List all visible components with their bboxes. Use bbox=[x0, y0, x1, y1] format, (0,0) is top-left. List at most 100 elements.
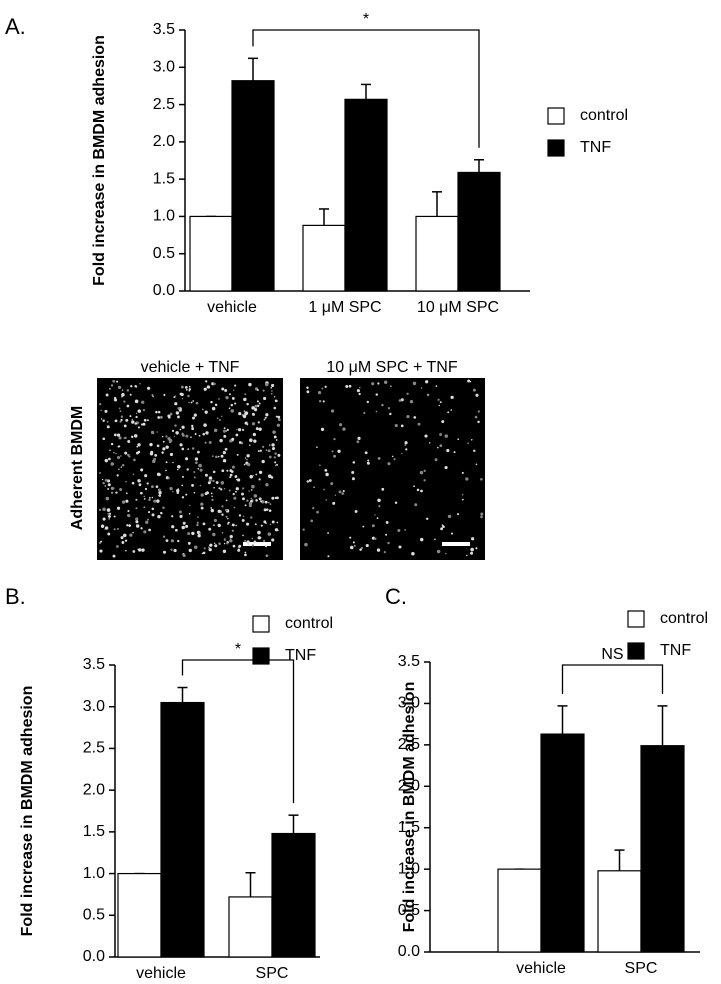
cell bbox=[258, 402, 261, 405]
bar bbox=[189, 215, 233, 292]
cell bbox=[210, 400, 213, 404]
cell bbox=[447, 514, 452, 519]
cell bbox=[174, 402, 178, 406]
cell bbox=[202, 432, 206, 436]
cell bbox=[113, 433, 117, 437]
cell bbox=[223, 538, 226, 542]
cell bbox=[143, 418, 147, 422]
cell bbox=[233, 389, 235, 391]
cell bbox=[120, 418, 123, 422]
cell bbox=[480, 478, 483, 481]
cell bbox=[264, 416, 267, 419]
cell bbox=[267, 474, 272, 478]
cell bbox=[193, 470, 196, 473]
cell bbox=[113, 528, 116, 531]
cell bbox=[377, 498, 381, 503]
cell bbox=[406, 392, 409, 395]
cell bbox=[436, 446, 439, 449]
cell bbox=[124, 436, 127, 440]
cell bbox=[417, 422, 421, 426]
cell bbox=[162, 535, 166, 538]
cell bbox=[143, 506, 146, 509]
cell bbox=[196, 523, 199, 527]
cell bbox=[254, 404, 258, 408]
cell bbox=[320, 427, 325, 432]
cell bbox=[225, 515, 228, 518]
cell bbox=[180, 385, 184, 389]
cell bbox=[208, 479, 212, 482]
cell bbox=[98, 542, 102, 545]
cell bbox=[156, 472, 161, 477]
cell bbox=[191, 484, 194, 487]
cell bbox=[130, 385, 133, 388]
cell bbox=[217, 509, 221, 513]
cell bbox=[158, 490, 162, 495]
cell bbox=[249, 474, 253, 479]
cell bbox=[271, 390, 273, 392]
cell bbox=[199, 532, 202, 535]
cell bbox=[444, 466, 448, 470]
cell bbox=[333, 454, 337, 458]
cell bbox=[237, 548, 241, 552]
cell bbox=[404, 528, 407, 531]
cell bbox=[135, 415, 138, 419]
legend-swatch bbox=[627, 642, 645, 660]
cell bbox=[125, 549, 127, 552]
cell bbox=[389, 412, 392, 416]
cell bbox=[374, 537, 377, 540]
cell bbox=[352, 541, 355, 544]
cell bbox=[226, 469, 229, 472]
cell bbox=[220, 454, 224, 458]
cell bbox=[234, 475, 238, 478]
cell bbox=[157, 410, 161, 414]
cell bbox=[162, 440, 165, 443]
cell bbox=[105, 526, 109, 530]
cell bbox=[125, 492, 128, 495]
cell bbox=[141, 423, 144, 426]
x-tick-label: SPC bbox=[625, 960, 658, 977]
cell bbox=[165, 461, 168, 464]
cell bbox=[259, 536, 262, 539]
x-tick-label: 10 μM SPC bbox=[417, 299, 499, 316]
cell bbox=[394, 424, 398, 428]
cell bbox=[265, 449, 268, 452]
legend-label: control bbox=[285, 615, 333, 632]
cell bbox=[203, 547, 206, 550]
cell bbox=[404, 441, 408, 445]
cell bbox=[269, 444, 271, 446]
cell bbox=[304, 542, 308, 547]
cell bbox=[213, 542, 216, 545]
cell bbox=[209, 543, 213, 547]
cell bbox=[177, 468, 179, 471]
cell bbox=[231, 529, 234, 532]
bar bbox=[497, 868, 542, 953]
cell bbox=[428, 442, 431, 444]
cell bbox=[420, 489, 423, 493]
legend-label: control bbox=[580, 107, 628, 124]
cell bbox=[121, 389, 124, 391]
cell bbox=[212, 479, 215, 483]
y-tick-label: 0.5 bbox=[398, 902, 420, 919]
cell bbox=[241, 428, 245, 431]
cell bbox=[306, 386, 309, 389]
cell bbox=[263, 520, 267, 524]
cell bbox=[275, 439, 278, 441]
cell bbox=[260, 524, 263, 527]
cell bbox=[187, 541, 191, 545]
cell bbox=[139, 383, 141, 385]
cell bbox=[249, 438, 253, 443]
cell bbox=[257, 530, 261, 535]
cell bbox=[375, 410, 378, 413]
cell bbox=[349, 536, 352, 539]
cell bbox=[211, 495, 213, 498]
cell bbox=[217, 523, 221, 528]
cell bbox=[127, 440, 131, 443]
cell bbox=[356, 389, 360, 393]
cell bbox=[405, 448, 408, 451]
cell bbox=[444, 434, 449, 438]
cell bbox=[119, 488, 123, 492]
cell bbox=[151, 507, 155, 511]
cell bbox=[359, 548, 362, 551]
cell bbox=[200, 493, 204, 497]
cell bbox=[157, 514, 161, 519]
